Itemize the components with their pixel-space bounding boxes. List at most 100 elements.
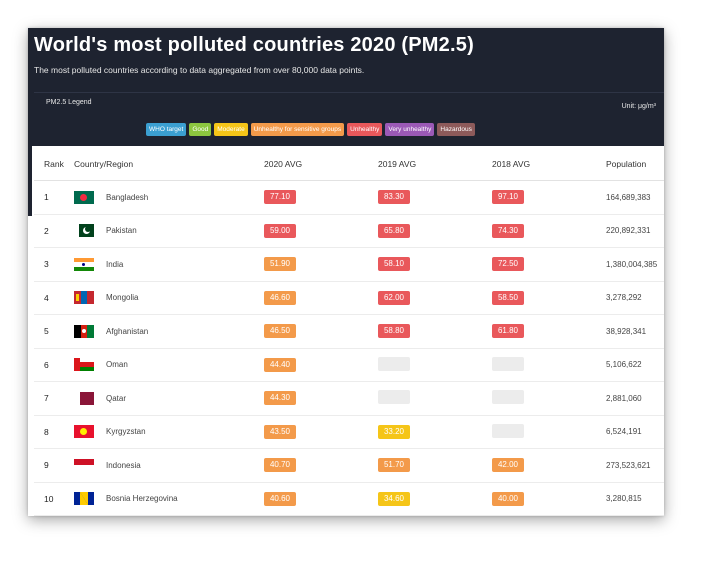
country-name[interactable]: India (106, 259, 124, 269)
table-row[interactable]: 2 Pakistan 59.00 65.80 74.30 220,892,331 (34, 214, 664, 248)
avg-2020-header[interactable]: 2020 AVG (264, 148, 378, 181)
kyrgyzstan-flag (74, 425, 94, 439)
page-title: World's most polluted countries 2020 (PM… (34, 34, 474, 56)
rank-cell: 1 (34, 180, 74, 215)
avg-2020-cell: 40.60 (264, 482, 378, 516)
avg-2018-badge: 58.50 (492, 290, 524, 305)
legend-items: WHO target Good Moderate Unhealthy for sens… (146, 123, 475, 136)
population-value: 3,278,292 (606, 293, 642, 303)
table-row[interactable]: 7 Qatar 44.30 2,881,060 (34, 381, 664, 416)
avg-2019-badge: 65.80 (378, 223, 410, 238)
population-cell: 2,881,060 (606, 381, 664, 416)
country-cell: Kyrgyzstan (74, 415, 264, 449)
avg-2018-badge (492, 423, 524, 438)
avg-2020-badge: 59.00 (264, 223, 296, 238)
avg-2019-cell: 65.80 (378, 214, 492, 248)
table-body: 1 Bangladesh 77.10 83.30 97.10 164,689,383 2 Pa… (34, 180, 664, 516)
avg-2019-badge: 58.10 (378, 257, 410, 272)
population-value: 5,106,622 (606, 360, 642, 370)
table-row[interactable]: 5 Afghanistan 46.50 58.80 61.80 38,928,341 (34, 314, 664, 349)
avg-2018-header[interactable]: 2018 AVG (492, 148, 606, 181)
country-cell: Qatar (74, 381, 264, 416)
population-value: 1,380,004,385 (606, 259, 658, 269)
legend-item: Unhealthy for sensitive groups (250, 123, 345, 136)
bosnia-flag (74, 492, 94, 506)
avg-2019-cell: 34.60 (378, 482, 492, 516)
rank-cell: 6 (34, 348, 74, 382)
legend-label: PM2.5 Legend (46, 99, 92, 106)
avg-2019-badge (378, 390, 410, 405)
country-name[interactable]: Mongolia (106, 293, 139, 303)
country-name[interactable]: Bosnia Herzegovina (106, 494, 178, 504)
population-cell: 1,380,004,385 (606, 247, 664, 282)
avg-2020-badge: 51.90 (264, 257, 296, 272)
avg-2018-badge (492, 356, 524, 371)
country-cell: India (74, 247, 264, 282)
unit-label: Unit: μg/m³ (621, 103, 656, 110)
avg-2018-cell: 40.00 (492, 482, 606, 516)
avg-2018-badge: 97.10 (492, 190, 524, 205)
table-row[interactable]: 8 Kyrgyzstan 43.50 33.20 6,524,191 (34, 415, 664, 449)
rank-cell: 3 (34, 247, 74, 282)
country-cell: Pakistan (74, 214, 264, 248)
table-row[interactable]: 1 Bangladesh 77.10 83.30 97.10 164,689,383 (34, 180, 664, 215)
avg-2019-badge (378, 356, 410, 371)
legend-item: Hazardous (437, 123, 475, 136)
table-row[interactable]: 3 India 51.90 58.10 72.50 1,380,004,385 (34, 247, 664, 282)
country-name[interactable]: Pakistan (106, 226, 137, 236)
rank-value: 7 (44, 393, 49, 404)
avg-2020-badge: 44.40 (264, 357, 296, 372)
rank-value: 10 (44, 493, 54, 504)
mongolia-flag (74, 291, 94, 305)
rank-value: 8 (44, 426, 49, 437)
table-row[interactable]: 10 Bosnia Herzegovina 40.60 34.60 40.00 3,280… (34, 482, 664, 516)
table-row[interactable]: 9 Indonesia 40.70 51.70 42.00 273,523,621 (34, 448, 664, 483)
avg-2018-cell: 42.00 (492, 448, 606, 483)
rank-cell: 10 (34, 482, 74, 516)
country-name[interactable]: Kyrgyzstan (106, 427, 146, 437)
table-header-row: Rank Country/Region 2020 AVG 2019 AVG 20… (34, 148, 664, 181)
avg-2018-cell (492, 381, 606, 416)
avg-2019-cell: 33.20 (378, 415, 492, 449)
legend-item: WHO target (146, 123, 187, 136)
avg-2020-cell: 43.50 (264, 415, 378, 449)
population-cell: 273,523,621 (606, 448, 664, 483)
rank-cell: 9 (34, 448, 74, 483)
avg-2018-cell: 58.50 (492, 281, 606, 315)
rankings-table: Rank Country/Region 2020 AVG 2019 AVG 20… (34, 148, 664, 516)
avg-2018-badge (492, 390, 524, 405)
afghanistan-flag (74, 324, 94, 338)
pm25-legend: PM2.5 Legend Unit: μg/m³ WHO target Good M… (34, 92, 664, 145)
country-cell: Oman (74, 348, 264, 382)
population-cell: 3,278,292 (606, 281, 664, 315)
avg-2020-cell: 77.10 (264, 180, 378, 215)
avg-2018-cell: 72.50 (492, 247, 606, 282)
avg-2019-cell (378, 381, 492, 416)
population-value: 6,524,191 (606, 427, 642, 437)
country-name[interactable]: Qatar (106, 393, 127, 403)
country-header[interactable]: Country/Region (74, 148, 264, 181)
oman-flag (74, 358, 94, 372)
country-cell: Mongolia (74, 281, 264, 315)
country-name[interactable]: Oman (106, 360, 128, 370)
country-name[interactable]: Indonesia (106, 460, 141, 470)
avg-2019-badge: 58.80 (378, 324, 410, 339)
population-cell: 3,280,815 (606, 482, 664, 516)
avg-2019-header[interactable]: 2019 AVG (378, 148, 492, 181)
avg-2019-cell: 62.00 (378, 281, 492, 315)
table-row[interactable]: 4 Mongolia 46.60 62.00 58.50 3,278,292 (34, 281, 664, 315)
legend-item: Very unhealthy (385, 123, 435, 136)
avg-2019-badge: 33.20 (378, 424, 410, 439)
country-cell: Indonesia (74, 448, 264, 483)
pakistan-flag (74, 224, 94, 238)
rank-cell: 7 (34, 381, 74, 416)
table-row[interactable]: 6 Oman 44.40 5,106,622 (34, 348, 664, 382)
rank-value: 2 (44, 225, 49, 236)
country-name[interactable]: Bangladesh (106, 192, 149, 202)
rank-header[interactable]: Rank (34, 148, 74, 181)
country-cell: Bangladesh (74, 180, 264, 215)
population-header[interactable]: Population (606, 148, 664, 181)
rank-value: 9 (44, 460, 49, 471)
population-cell: 220,892,331 (606, 214, 664, 248)
country-name[interactable]: Afghanistan (106, 326, 149, 336)
